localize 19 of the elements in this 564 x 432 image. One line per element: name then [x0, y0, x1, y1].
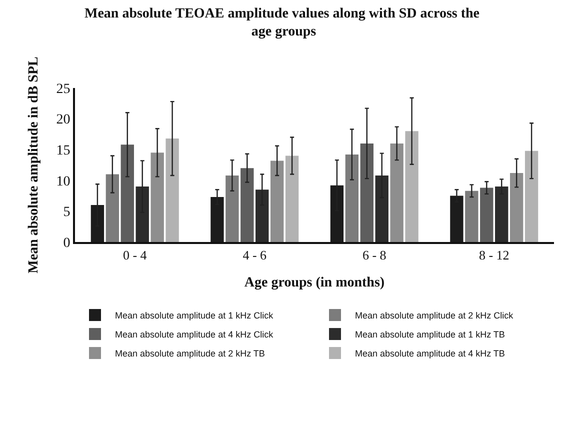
x-tick-label: 8 - 12	[478, 248, 510, 263]
legend-label: Mean absolute amplitude at 4 kHz TB	[355, 348, 505, 359]
legend-label: Mean absolute amplitude at 2 kHz TB	[115, 348, 265, 359]
y-axis-title: Mean absolute amplitude in dB SPL	[26, 56, 42, 274]
legend-label: Mean absolute amplitude at 1 kHz TB	[355, 330, 505, 340]
x-tick-label: 6 - 8	[362, 248, 386, 263]
y-tick-label: 0	[63, 236, 70, 251]
legend-label: Mean absolute amplitude at 1 kHz Click	[115, 310, 274, 321]
chart-title: Mean absolute TEOAE amplitude values along with SD across the age groups	[84, 6, 480, 40]
y-tick-label: 25	[56, 82, 70, 97]
x-axis-title: Age groups (in months)	[244, 275, 385, 290]
x-tick-label: 4 - 6	[242, 248, 268, 263]
legend-label: Mean absolute amplitude at 2 kHz Click	[355, 310, 514, 321]
y-tick-label: 5	[63, 205, 70, 220]
legend-label: Mean absolute amplitude at 4 kHz Click	[115, 330, 274, 340]
y-tick-label: 15	[56, 144, 70, 158]
y-tick-label: 20	[56, 112, 70, 128]
y-tick-label: 10	[56, 174, 70, 190]
x-tick-label: 0 - 4	[122, 248, 148, 263]
